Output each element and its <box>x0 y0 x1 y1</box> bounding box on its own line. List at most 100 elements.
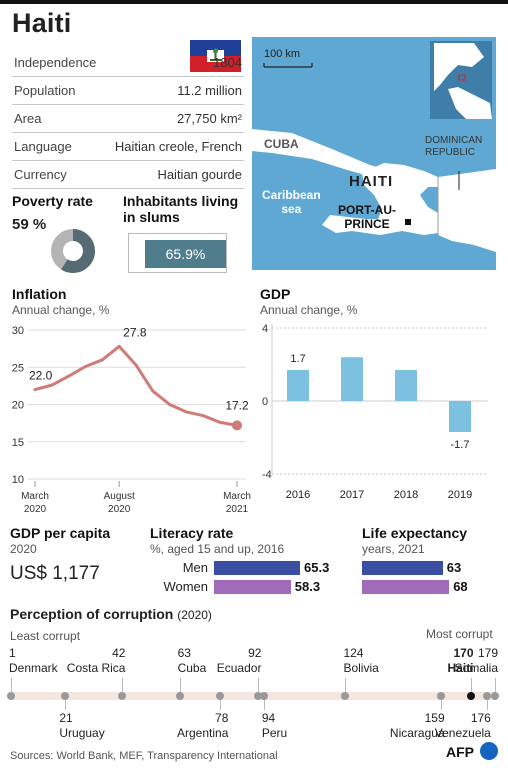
literacy-value-label: 65.3 <box>304 560 330 575</box>
literacy-category-label: Women <box>163 579 208 594</box>
corruption-marker <box>254 692 263 700</box>
corruption-country: Bolivia <box>343 661 379 675</box>
inflation-subtitle: Annual change, % <box>12 303 110 317</box>
inflation-ytick: 25 <box>12 362 24 374</box>
inflation-data-label: 22.0 <box>29 369 53 383</box>
corruption-tick <box>179 678 181 692</box>
corruption-least: Least corrupt <box>10 629 81 643</box>
inflation-end-dot <box>232 420 242 431</box>
inflation-xtick-label: March <box>223 491 251 502</box>
inflation-title: Inflation <box>12 286 67 302</box>
corruption-country: Costa Rica <box>66 661 126 675</box>
corruption-marker <box>259 692 268 700</box>
slums-title: Inhabitants living in slums <box>123 193 238 225</box>
corruption-tick <box>486 700 488 710</box>
corruption-year: (2020) <box>177 608 212 622</box>
corruption-country: Argentina <box>177 726 229 740</box>
corruption-marker <box>466 692 475 700</box>
corruption-country: Haiti <box>447 661 474 675</box>
inflation-ytick: 15 <box>12 437 24 449</box>
map-label-cuba: CUBA <box>264 137 299 151</box>
fact-key: Language <box>14 139 72 154</box>
corruption-country: Somalia <box>454 661 498 675</box>
capital-marker <box>405 219 411 225</box>
gdp-bar <box>287 369 309 401</box>
inflation-point <box>67 374 71 378</box>
inflation-ytick: 30 <box>12 325 24 337</box>
fact-key: Currency <box>14 167 67 182</box>
life-bar <box>362 580 450 594</box>
corruption-rank: 42 <box>112 646 126 660</box>
poverty-title: Poverty rate <box>12 193 93 209</box>
corruption-tick <box>11 678 12 692</box>
inflation-point <box>218 420 222 424</box>
map-label-haiti: HAITI <box>349 173 394 190</box>
map-label-dominican-2: REPUBLIC <box>425 147 476 158</box>
literacy-category-label: Men <box>182 560 208 575</box>
corruption-title: Perception of corruption <box>10 606 174 622</box>
slums-box: 65.9% <box>128 233 227 273</box>
inset-marker <box>458 74 466 81</box>
gdp-xtick-label: 2017 <box>340 489 364 501</box>
corruption-country: Cuba <box>177 661 207 675</box>
literacy-bar <box>214 561 300 575</box>
slums-bar <box>145 240 226 268</box>
inflation-point <box>117 344 121 348</box>
corruption-marker <box>216 692 225 700</box>
corruption-country: Uruguay <box>59 726 105 740</box>
inflation-xtick-year: 2020 <box>108 504 131 515</box>
inflation-point <box>168 403 172 406</box>
inflation-series-line <box>34 344 238 427</box>
corruption-marker <box>7 692 15 700</box>
gdp-ytick: 0 <box>262 396 268 408</box>
fact-key: Area <box>14 111 42 126</box>
map-label-sea-1: Caribbean <box>262 188 321 202</box>
corruption-tick <box>495 678 496 692</box>
corruption-country: Nicaragua <box>389 726 445 740</box>
map-label-capital-2: PRINCE <box>344 217 390 231</box>
map: 100 km CUBA DOMINICAN REPUBLIC HAITI Car… <box>252 37 496 270</box>
inflation-point <box>134 363 138 367</box>
inflation-point <box>235 423 239 427</box>
afp-logo: AFP <box>446 744 474 760</box>
gdp-ytick: 4 <box>262 323 268 335</box>
fact-value: 11.2 million <box>177 83 242 98</box>
gdp-xtick-label: 2019 <box>448 489 472 501</box>
inflation-point <box>84 365 87 369</box>
fact-row: Currency Haitian gourde <box>12 162 244 189</box>
literacy-value-label: 58.3 <box>294 579 321 594</box>
gdp-bar <box>341 357 363 401</box>
fact-value: 1804 <box>213 55 242 70</box>
corruption-rank: 176 <box>470 711 491 725</box>
sources: Sources: World Bank, MEF, Transparency I… <box>10 750 278 762</box>
gdp-per-capita-title: GDP per capita <box>10 525 111 541</box>
corruption-rank: 94 <box>261 711 276 725</box>
corruption-rank: 78 <box>215 711 229 725</box>
life-bar <box>362 561 443 575</box>
map-label-capital: PORT-AU- PRINCE <box>338 203 396 231</box>
corruption-rank: 124 <box>343 646 364 660</box>
map-label-sea: Caribbean sea <box>262 188 321 216</box>
corruption-marker <box>61 692 70 700</box>
cuba-land <box>252 129 384 177</box>
inflation-xtick-label: August <box>104 491 135 502</box>
poverty-donut <box>51 229 95 273</box>
corruption-most: Most corrupt <box>426 627 493 641</box>
fact-value: 27,750 km² <box>176 111 242 126</box>
inflation-point <box>33 388 37 392</box>
inflation-point <box>100 358 104 362</box>
corruption-country: Venezuela <box>434 726 491 740</box>
map-label-sea-2: sea <box>281 202 302 216</box>
literacy-subtitle: %, aged 15 and up, 2016 <box>150 542 285 556</box>
inflation-point <box>151 389 155 393</box>
life-value-label: 63 <box>446 560 462 575</box>
gdp-ytick: -4 <box>262 469 272 481</box>
slums-title-line1: Inhabitants living <box>123 193 239 209</box>
corruption-tick <box>263 700 265 710</box>
gdp-per-capita-value: US$ 1,177 <box>10 563 100 584</box>
gdp-xtick-label: 2018 <box>394 489 418 501</box>
fact-key: Population <box>14 83 76 98</box>
gdp-data-label: 1.7 <box>290 353 305 365</box>
map-label-dominican: DOMINICAN REPUBLIC <box>425 135 482 159</box>
literacy-title: Literacy rate <box>150 525 234 541</box>
